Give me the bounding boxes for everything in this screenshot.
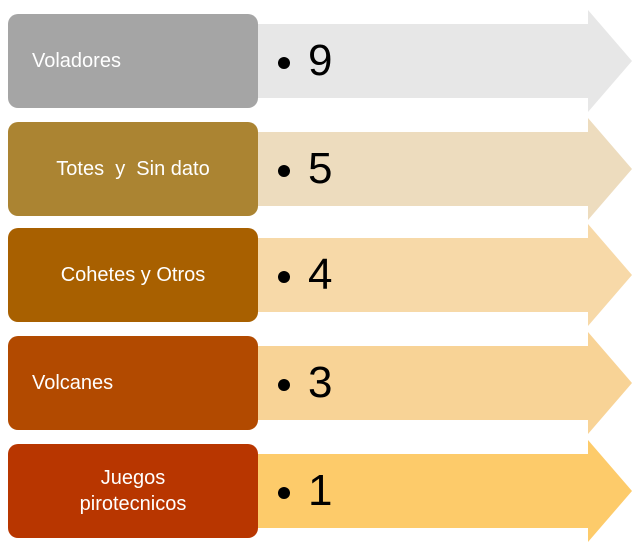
label-box: Juegos pirotecnicos <box>8 444 258 538</box>
list-item: Totes y Sin dato 5 <box>0 118 632 226</box>
label: Juegos pirotecnicos <box>79 467 187 515</box>
list-item: Juegos pirotecnicos 1 <box>0 440 632 548</box>
value: 5 <box>308 144 333 193</box>
bullet <box>278 165 290 177</box>
arrow-graphic <box>240 10 632 112</box>
arrow-graphic <box>240 440 632 542</box>
bullet <box>278 57 290 69</box>
label-box: Totes y Sin dato <box>8 122 258 216</box>
arrow <box>240 440 632 542</box>
arrow-graphic <box>240 224 632 326</box>
label: Cohetes y Otros <box>60 264 206 286</box>
arrow-graphic <box>240 118 632 220</box>
label-box: Cohetes y Otros <box>8 228 258 322</box>
arrow-graphic <box>240 332 632 434</box>
page: Voladores 9 Totes y Sin dato 5 Cohetes y Otr… <box>0 10 632 542</box>
arrow <box>240 332 632 434</box>
list-item: Cohetes y Otros 4 <box>0 224 632 332</box>
list-item: Volcanes 3 <box>0 332 632 440</box>
label: Voladores <box>32 50 121 72</box>
value: 3 <box>308 358 333 407</box>
label-box: Volcanes <box>8 336 258 430</box>
bullet <box>278 379 290 391</box>
value: 9 <box>308 36 333 85</box>
label: Volcanes <box>32 372 114 394</box>
list-item: Voladores 9 <box>0 10 632 118</box>
bullet <box>278 487 290 499</box>
value: 4 <box>308 250 333 299</box>
arrow <box>240 118 632 220</box>
label-box: Voladores <box>8 14 258 108</box>
arrow <box>240 10 632 112</box>
arrow <box>240 224 632 326</box>
bullet <box>278 271 290 283</box>
value: 1 <box>308 466 333 515</box>
label: Totes y Sin dato <box>56 158 210 180</box>
